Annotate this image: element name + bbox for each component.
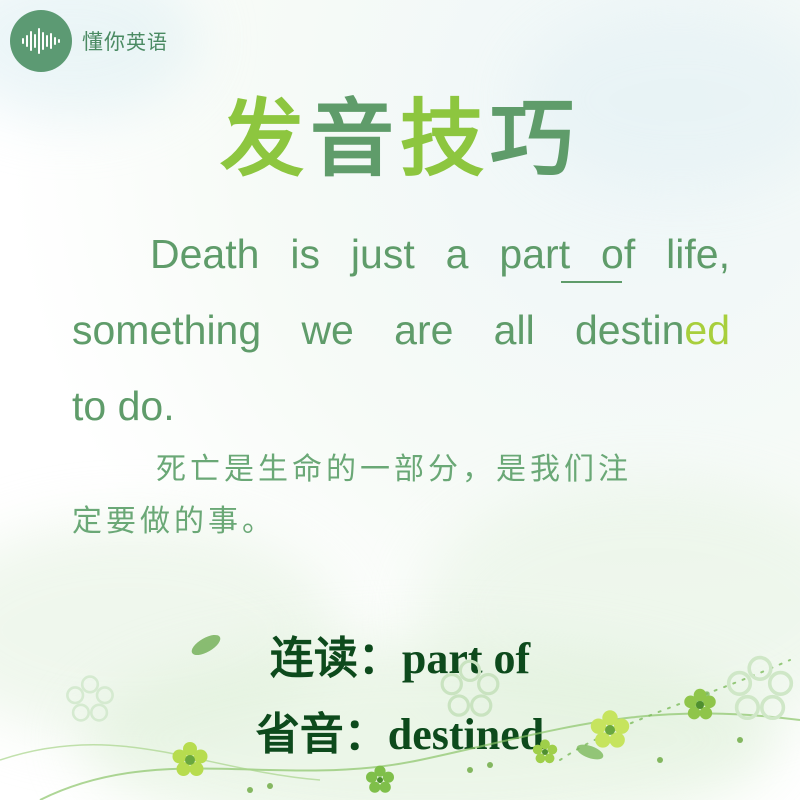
linking-tip: 连读：part of [0,622,800,686]
sentence-text: f life, [623,231,730,277]
watercolor-blob [520,10,800,190]
elision-value: destined [387,710,545,759]
title-char: 技 [400,90,491,188]
linking-mark: t o [558,231,624,277]
elided-ending: ed [684,307,730,353]
brand-name-cn: 懂你 [82,30,126,54]
title-char: 音 [309,90,400,188]
sentence-text: something we are all destin [72,307,685,353]
title-char: 巧 [490,90,581,188]
sentence-line-3: to do. [72,383,175,429]
sentence-line-1: Death is just a part of life, [72,216,730,292]
sound-wave-icon [10,10,72,72]
page-title: 发音技巧 [0,72,800,193]
linking-label: 连读： [269,634,402,683]
brand-name-en: 英语 [126,30,168,54]
translation-line-1: 死亡是生命的一部分，是我们注 [156,452,632,487]
chinese-translation: 死亡是生命的一部分，是我们注 定要做的事。 [72,444,732,548]
brand-name: 懂你英语 [82,26,168,56]
title-char: 发 [219,90,310,188]
translation-line-2: 定要做的事。 [72,504,276,539]
brand-logo: 懂你英语 [10,10,168,72]
sentence-line-2: something we are all destined [72,292,730,368]
english-sentence: Death is just a part of life, something … [72,216,730,444]
elision-tip: 省音：destined [0,698,800,762]
elision-label: 省音： [255,710,388,759]
linking-value: part of [401,634,531,683]
sentence-text: Death is just a par [150,231,559,277]
